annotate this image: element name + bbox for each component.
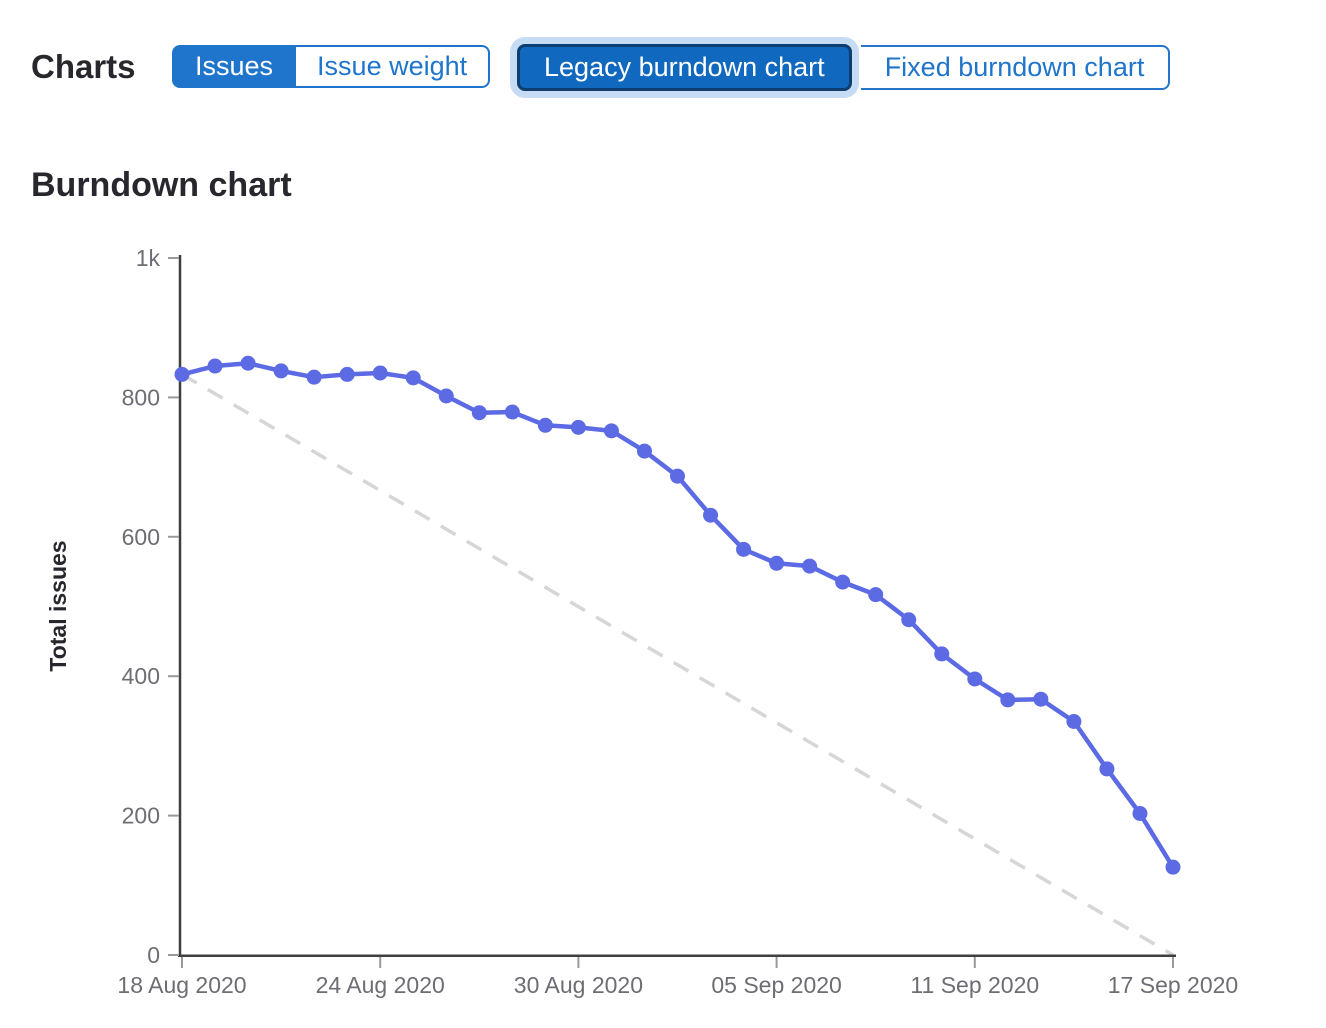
data-point[interactable] [471,405,487,421]
y-axis-title: Total issues [45,540,71,671]
data-point[interactable] [438,388,454,404]
issue-weight-toggle-button[interactable]: Issue weight [294,45,491,88]
chart-type-toggle-group: Legacy burndown chart Fixed burndown cha… [517,44,1171,91]
data-point[interactable] [1099,761,1115,777]
data-point[interactable] [570,419,586,435]
data-point[interactable] [1033,691,1049,707]
data-point[interactable] [207,358,223,374]
data-point[interactable] [504,404,520,420]
data-point[interactable] [273,363,289,379]
data-point[interactable] [1165,859,1181,875]
x-tick-label: 05 Sep 2020 [711,972,841,998]
ideal-burndown-guideline [181,372,1174,957]
total-issues-line [179,360,1176,870]
section-title: Burndown chart [31,166,292,204]
legacy-burndown-chart-button[interactable]: Legacy burndown chart [517,44,852,91]
data-point[interactable] [901,612,917,628]
data-point[interactable] [769,555,785,571]
y-tick-label: 800 [122,384,160,410]
data-point[interactable] [670,468,685,484]
data-point[interactable] [703,507,719,523]
x-tick-label: 17 Sep 2020 [1108,972,1238,998]
x-tick-label: 24 Aug 2020 [316,972,445,998]
y-tick-label: 400 [122,663,160,689]
data-point[interactable] [1066,714,1082,730]
y-tick-label: 600 [122,524,160,550]
y-tick-label: 200 [122,803,160,829]
y-tick-label: 1k [136,245,161,271]
data-point[interactable] [372,365,388,381]
data-point[interactable] [802,558,818,574]
data-point[interactable] [405,370,421,386]
data-point[interactable] [868,587,884,603]
data-point[interactable] [736,541,752,557]
x-tick-label: 11 Sep 2020 [910,972,1039,998]
data-point[interactable] [835,574,851,590]
y-tick-label: 0 [147,942,160,968]
burndown-chart: 0 200 400 600 800 1k 18 Aug 2020 24 Aug 2020 30 … [0,240,1326,1028]
data-point[interactable] [636,443,652,459]
data-point[interactable] [306,369,322,385]
data-point[interactable] [1000,692,1016,708]
data-point[interactable] [537,417,553,433]
data-point[interactable] [1132,806,1148,822]
x-tick-label: 30 Aug 2020 [514,972,643,998]
x-tick-label: 18 Aug 2020 [117,972,246,998]
metric-toggle-group: Issues Issue weight [172,45,491,88]
data-point[interactable] [967,671,983,687]
data-point[interactable] [240,355,256,371]
data-point[interactable] [174,366,190,382]
issues-toggle-button[interactable]: Issues [172,45,295,88]
fixed-burndown-chart-button[interactable]: Fixed burndown chart [860,45,1171,90]
charts-label: Charts [31,48,136,85]
data-point[interactable] [339,366,355,382]
data-point[interactable] [603,423,619,439]
data-point[interactable] [934,646,950,662]
burndown-chart-svg: 0 200 400 600 800 1k 18 Aug 2020 24 Aug 2020 30 … [45,245,1238,998]
